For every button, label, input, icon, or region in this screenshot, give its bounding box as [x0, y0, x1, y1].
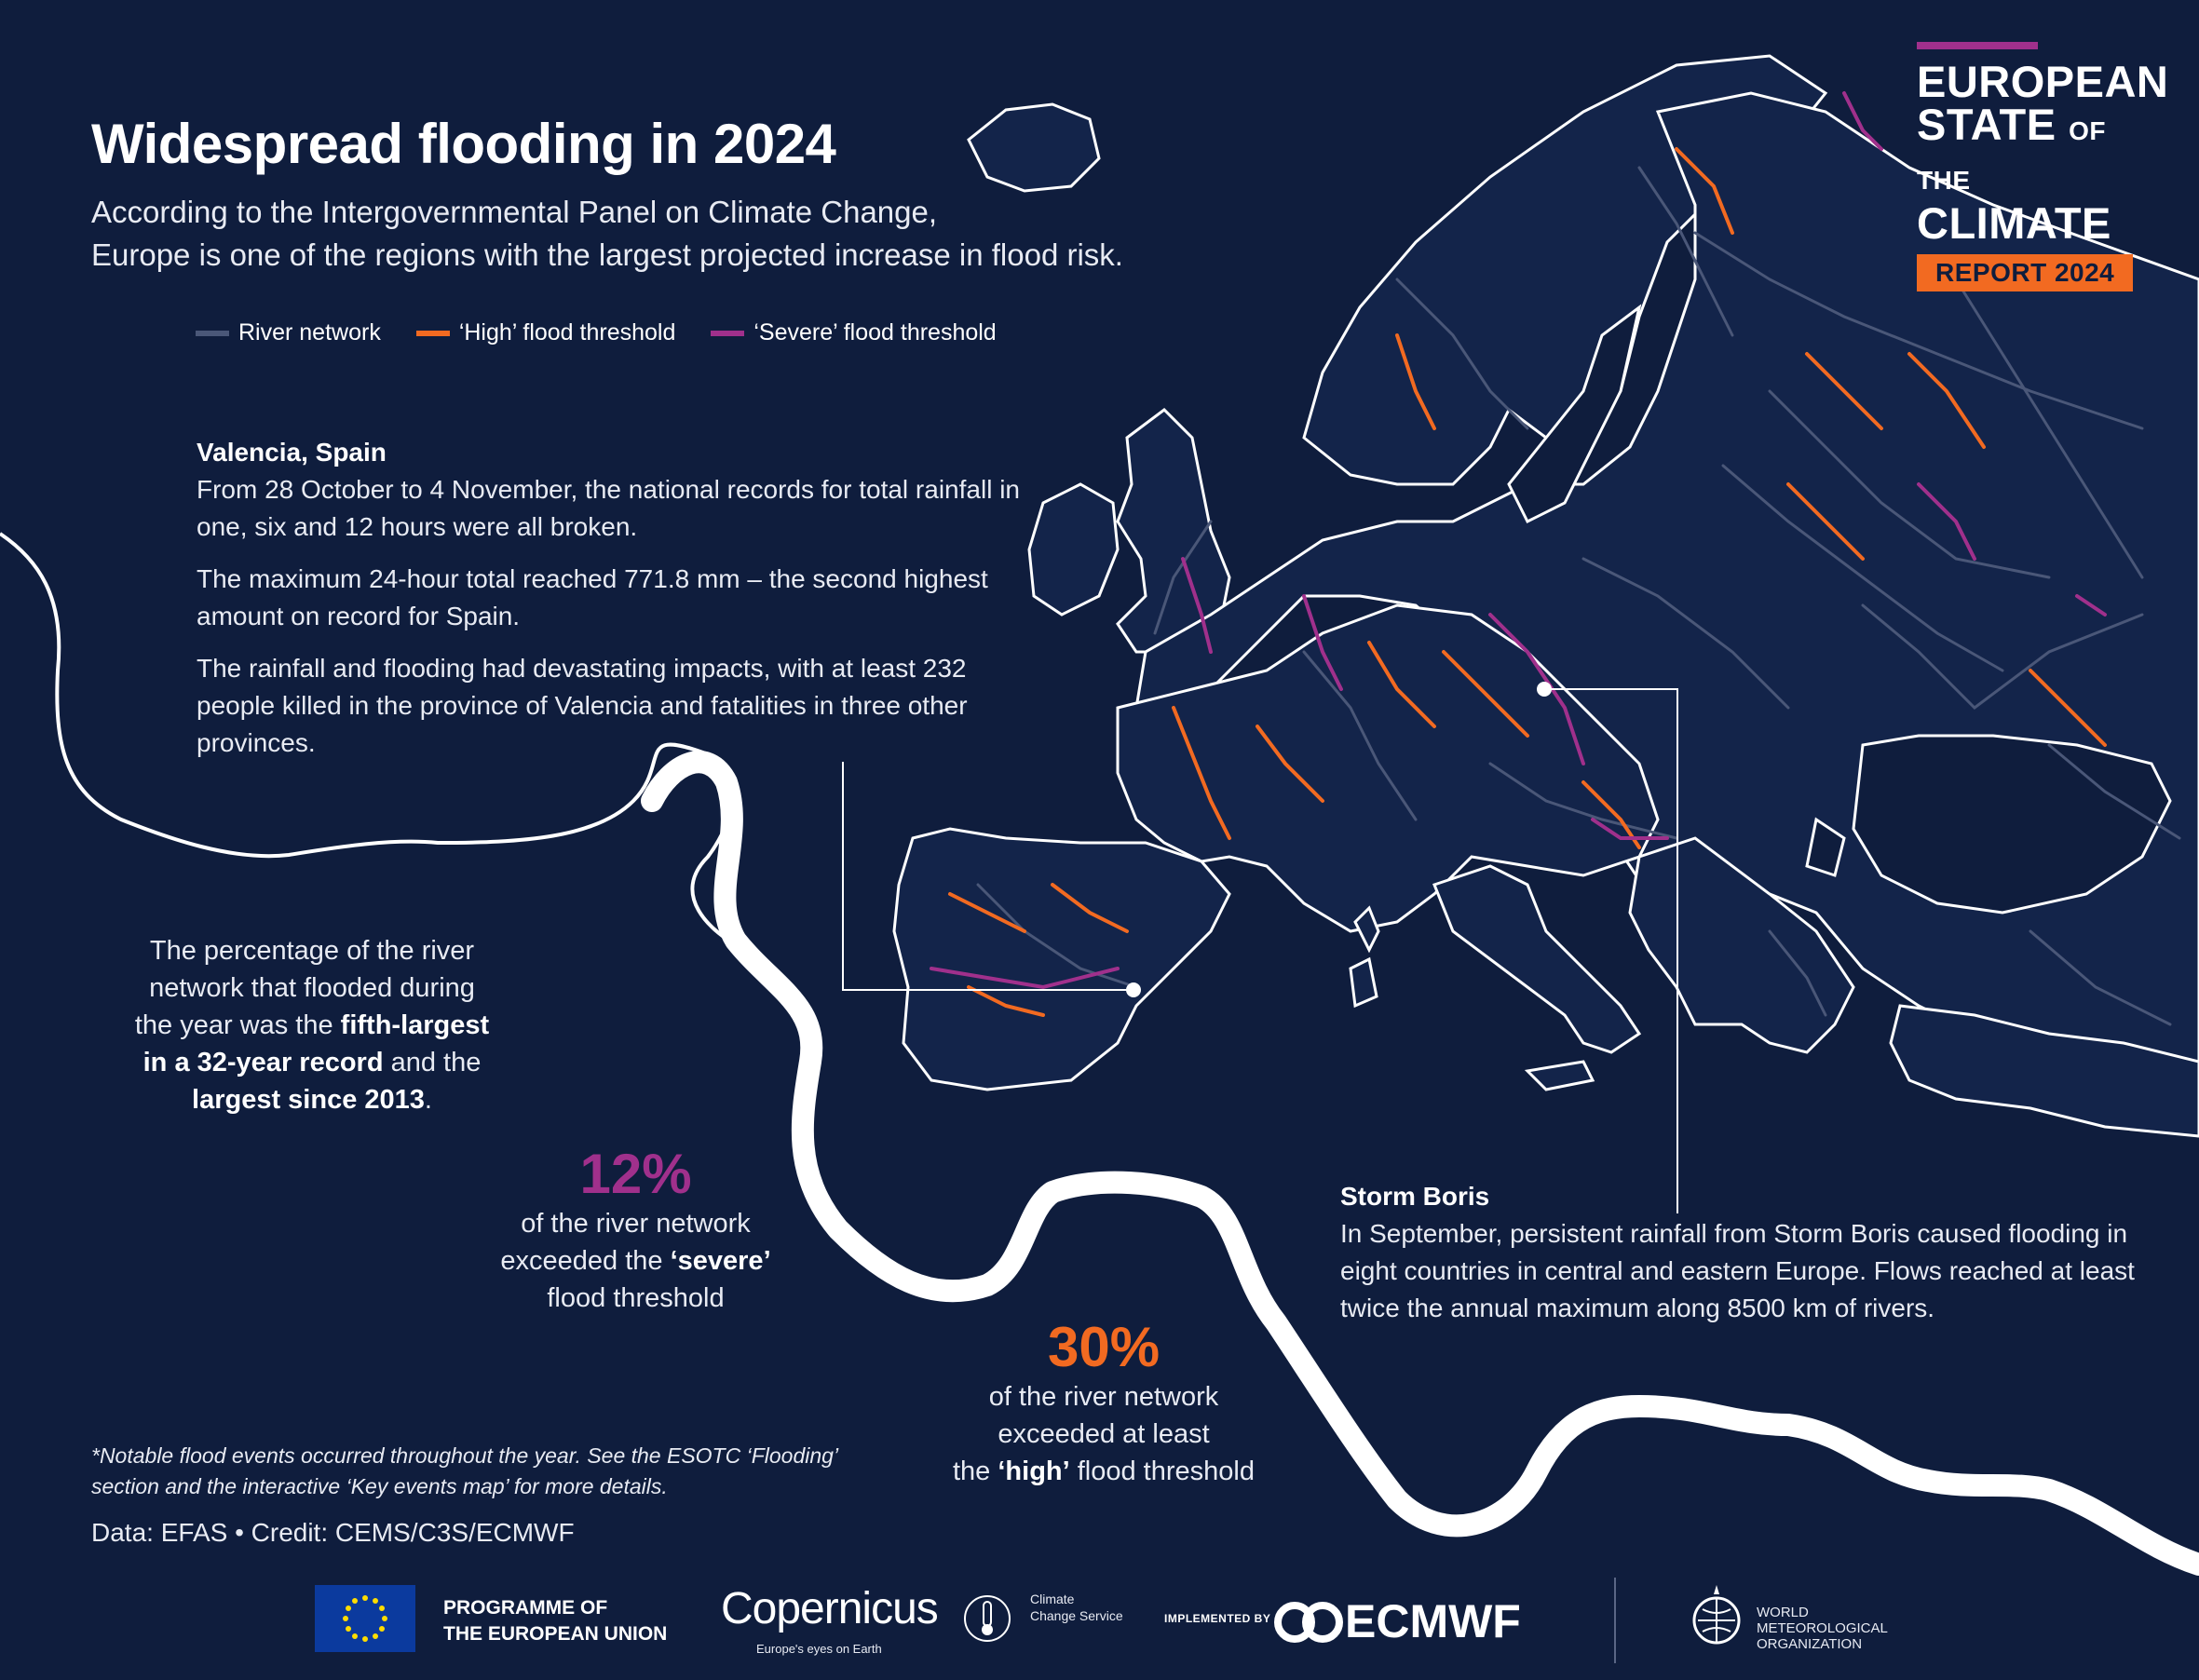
- legend-swatch-river: [196, 330, 229, 336]
- high-stat-line3: the ‘high’ flood threshold: [931, 1453, 1276, 1490]
- callout-connectors: [842, 688, 1678, 1213]
- copernicus-logo: Copernicus: [721, 1584, 939, 1633]
- map-legend: River network ‘High’ flood threshold ‘Se…: [196, 319, 1032, 346]
- thermometer-icon: [964, 1595, 1011, 1642]
- valencia-marker: [1126, 982, 1141, 997]
- legend-river-network: River network: [196, 319, 381, 346]
- esotc-line-2-small: OF THE: [1917, 116, 2107, 195]
- legend-label-severe: ‘Severe’ flood threshold: [753, 319, 997, 345]
- c3s-label-line1: Climate: [1030, 1592, 1075, 1606]
- implemented-by-label: IMPLEMENTED BY: [1164, 1612, 1271, 1625]
- legend-label-river: River network: [238, 319, 381, 345]
- wmo-label-line2: METEOROLOGICAL: [1757, 1620, 1888, 1636]
- high-stat-value: 30%: [1047, 1316, 1161, 1378]
- footnote: *Notable flood events occurred throughou…: [91, 1443, 837, 1498]
- legend-severe-threshold: ‘Severe’ flood threshold: [711, 319, 997, 346]
- flooded-percentage-text: The percentage of the river network that…: [130, 932, 494, 1118]
- river-network: [976, 166, 2181, 1026]
- high-stat-line3-pre: the: [952, 1456, 998, 1486]
- ecmwf-logo: ECMWF: [1345, 1595, 1521, 1647]
- high-stat-line3-bold: ‘high’: [998, 1456, 1070, 1486]
- esotc-line-2: STATE OF THE: [1917, 100, 2159, 202]
- c3s-label-line2: Change Service: [1030, 1608, 1123, 1623]
- severe-stat-line2-pre: exceeded the: [500, 1246, 671, 1276]
- esotc-accent-bar: [1917, 42, 2038, 49]
- esotc-line-1: EUROPEAN: [1917, 57, 2169, 106]
- high-threshold-stat: 30% of the river network exceeded at lea…: [931, 1317, 1276, 1490]
- eu-label-line1: PROGRAMME OF: [443, 1597, 608, 1619]
- legend-swatch-severe: [711, 330, 745, 336]
- valencia-callout: Valencia, Spain From 28 October to 4 Nov…: [197, 434, 1035, 777]
- wmo-emblem-icon: [1692, 1585, 1741, 1645]
- valencia-paragraph-3: The rainfall and flooding had devastatin…: [197, 654, 968, 757]
- severe-stat-value: 12%: [579, 1143, 692, 1205]
- esotc-report-badge: REPORT 2024: [1917, 254, 2134, 291]
- severe-stat-line2-bold: ‘severe’: [670, 1246, 771, 1276]
- storm-boris-marker: [1537, 682, 1552, 697]
- copernicus-tagline: Europe's eyes on Earth: [756, 1642, 882, 1656]
- severe-threshold-stat: 12% of the river network exceeded the ‘s…: [475, 1144, 796, 1317]
- valencia-paragraph-2: The maximum 24-hour total reached 771.8 …: [197, 564, 988, 630]
- storm-boris-heading: Storm Boris: [1340, 1182, 1490, 1211]
- wmo-label-line1: WORLD: [1757, 1605, 1809, 1620]
- severe-stat-line2: exceeded the ‘severe’: [475, 1242, 796, 1280]
- severe-stat-line1: of the river network: [521, 1209, 751, 1239]
- footer-divider: [1614, 1578, 1616, 1663]
- page-title: Widespread flooding in 2024: [91, 113, 836, 175]
- pct-text-bold2: largest since 2013: [192, 1085, 425, 1115]
- eu-flag-icon: [315, 1585, 415, 1652]
- wmo-label-line3: ORGANIZATION: [1757, 1636, 1863, 1652]
- storm-boris-text: In September, persistent rainfall from S…: [1340, 1219, 2135, 1322]
- ecmwf-symbol-icon: [1274, 1602, 1343, 1643]
- valencia-heading: Valencia, Spain: [197, 438, 387, 467]
- storm-boris-callout: Storm Boris In September, persistent rai…: [1340, 1178, 2179, 1327]
- high-flood-rivers: [948, 147, 2107, 1017]
- wmo-label: WORLD METEOROLOGICAL ORGANIZATION: [1757, 1605, 1888, 1652]
- pct-text-part1: The percentage of the river network that…: [134, 936, 475, 1040]
- page-subtitle: According to the Intergovernmental Panel…: [91, 191, 1123, 277]
- esotc-line-2-main: STATE: [1917, 100, 2056, 149]
- legend-high-threshold: ‘High’ flood threshold: [415, 319, 676, 346]
- subtitle-line-2: Europe is one of the regions with the la…: [91, 237, 1123, 272]
- severe-stat-line3: flood threshold: [547, 1283, 725, 1313]
- valencia-paragraph-1: From 28 October to 4 November, the natio…: [197, 475, 1020, 541]
- data-credit: Data: EFAS • Credit: CEMS/C3S/ECMWF: [91, 1518, 575, 1547]
- high-stat-line3-post: flood threshold: [1069, 1456, 1255, 1486]
- c3s-label: Climate Change Service: [1030, 1591, 1123, 1624]
- eu-programme-label: PROGRAMME OF THE EUROPEAN UNION: [443, 1595, 667, 1647]
- pct-text-part2: and the: [383, 1048, 482, 1077]
- subtitle-line-1: According to the Intergovernmental Panel…: [91, 195, 938, 229]
- high-stat-line2: exceeded at least: [998, 1419, 1210, 1449]
- severe-flood-rivers: [930, 91, 2107, 990]
- esotc-report-logo: EUROPEAN STATE OF THE CLIMATE REPORT 202…: [1917, 42, 2169, 291]
- eu-label-line2: THE EUROPEAN UNION: [443, 1623, 668, 1645]
- pct-text-part3: .: [424, 1085, 432, 1115]
- percentage-thick-curve: [641, 751, 2199, 1576]
- legend-label-high: ‘High’ flood threshold: [458, 319, 676, 345]
- pct-text-bold1: fifth-largest in a 32-year record: [143, 1010, 490, 1077]
- legend-swatch-high: [415, 330, 450, 336]
- esotc-line-3: CLIMATE: [1917, 198, 2111, 248]
- high-stat-line1: of the river network: [988, 1382, 1219, 1412]
